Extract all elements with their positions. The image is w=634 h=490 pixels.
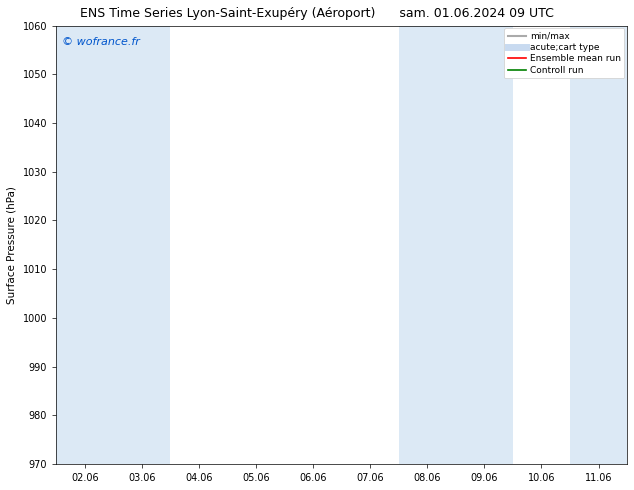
Y-axis label: Surface Pressure (hPa): Surface Pressure (hPa) — [7, 186, 17, 304]
Bar — [570, 25, 627, 464]
Bar — [56, 25, 113, 464]
Bar — [456, 25, 513, 464]
Bar — [113, 25, 171, 464]
Text: © wofrance.fr: © wofrance.fr — [62, 37, 139, 47]
Text: ENS Time Series Lyon-Saint-Exupéry (Aéroport)      sam. 01.06.2024 09 UTC: ENS Time Series Lyon-Saint-Exupéry (Aéro… — [80, 7, 554, 21]
Bar — [399, 25, 456, 464]
Legend: min/max, acute;cart type, Ensemble mean run, Controll run: min/max, acute;cart type, Ensemble mean … — [505, 28, 624, 78]
